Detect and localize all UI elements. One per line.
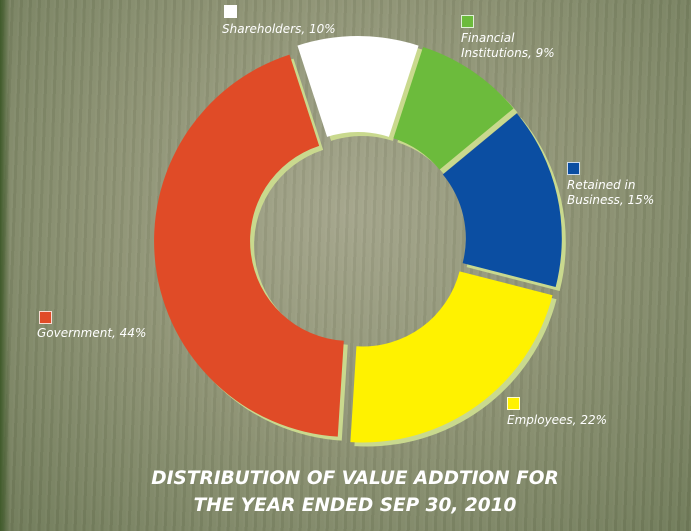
- data-label: Employees, 22%: [507, 413, 607, 427]
- slice: [297, 36, 419, 137]
- slice: [442, 113, 562, 287]
- background-edge: [0, 0, 10, 531]
- data-label: Shareholders, 10%: [222, 22, 336, 36]
- slice: [154, 54, 344, 437]
- data-label: Financial Institutions, 9%: [461, 31, 555, 60]
- legend-swatch: [39, 311, 52, 324]
- data-label: Retained in Business, 15%: [567, 178, 655, 207]
- slice: [350, 271, 553, 443]
- legend-swatch: [567, 162, 580, 175]
- legend-swatch: [224, 5, 237, 18]
- legend-swatch: [461, 15, 474, 28]
- data-label: Government, 44%: [37, 326, 147, 340]
- legend-swatch: [507, 397, 520, 410]
- chart-title: DISTRIBUTION OF VALUE ADDTION FOR THE YE…: [151, 468, 559, 516]
- slice: [393, 46, 514, 170]
